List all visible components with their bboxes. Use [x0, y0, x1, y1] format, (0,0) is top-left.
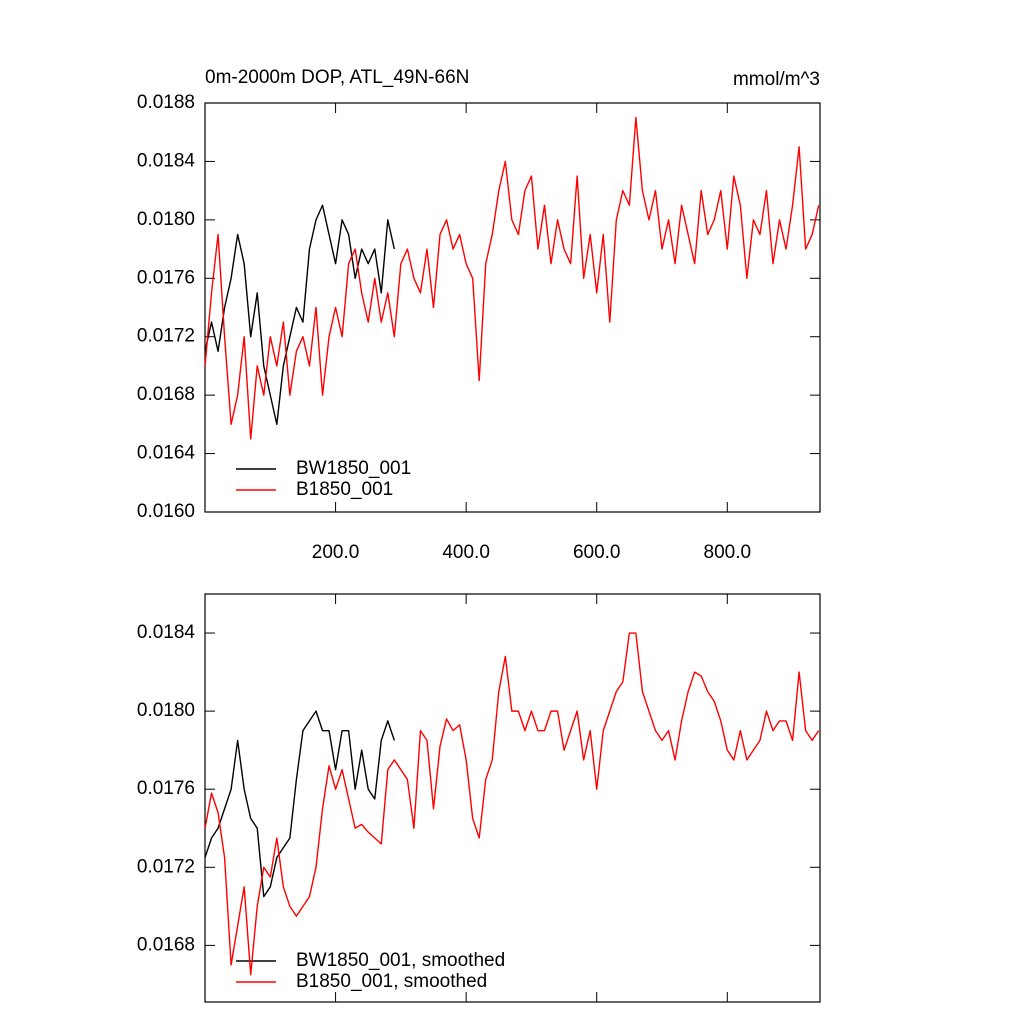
- legend-label: BW1850_001: [296, 458, 411, 479]
- y-tick-label: 0.0164: [137, 443, 196, 464]
- y-tick-label: 0.0188: [137, 92, 195, 113]
- y-tick-label: 0.0184: [137, 150, 196, 171]
- units-label: mmol/m^3: [733, 69, 820, 90]
- x-tick-label: 800.0: [704, 542, 752, 563]
- data-line: [204, 204, 396, 426]
- x-tick-label: 200.0: [312, 542, 360, 563]
- y-tick-label: 0.0184: [137, 622, 196, 643]
- y-tick-label: 0.0172: [137, 326, 195, 347]
- plot-frame: [204, 102, 821, 513]
- data-line: [204, 710, 395, 898]
- y-tick-label: 0.0180: [137, 209, 195, 230]
- y-tick-label: 0.0176: [137, 778, 195, 799]
- data-line: [204, 632, 820, 976]
- x-tick-label: 400.0: [442, 542, 490, 563]
- legend-label: B1850_001: [296, 479, 393, 500]
- legend-label: BW1850_001, smoothed: [296, 950, 505, 971]
- y-tick-label: 0.0172: [137, 856, 195, 877]
- chart-title: 0m-2000m DOP, ATL_49N-66N: [205, 67, 469, 88]
- legend-label: B1850_001, smoothed: [296, 971, 487, 992]
- y-tick-label: 0.0176: [137, 267, 195, 288]
- x-tick-label: 600.0: [573, 542, 621, 563]
- data-line: [204, 116, 820, 440]
- y-tick-label: 0.0168: [137, 934, 195, 955]
- y-tick-label: 0.0180: [137, 700, 195, 721]
- plot-frame: [204, 593, 821, 1003]
- y-tick-label: 0.0160: [137, 501, 195, 522]
- y-tick-label: 0.0168: [137, 384, 195, 405]
